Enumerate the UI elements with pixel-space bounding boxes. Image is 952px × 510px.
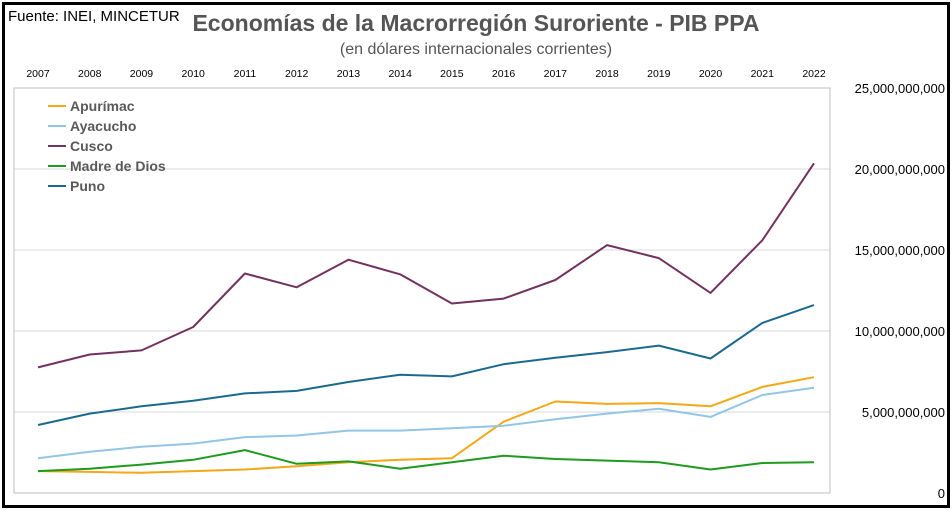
x-tick-label: 2013 <box>337 68 361 80</box>
x-tick-label: 2021 <box>751 68 775 80</box>
x-tick-label: 2016 <box>492 68 516 80</box>
legend-label: Madre de Dios <box>70 158 166 174</box>
legend-label: Apurímac <box>70 98 135 114</box>
y-tick-label: 10,000,000,000 <box>855 324 945 339</box>
y-tick-label: 15,000,000,000 <box>855 243 945 258</box>
y-tick-label: 0 <box>938 486 945 501</box>
x-tick-label: 2010 <box>182 68 206 80</box>
x-tick-label: 2007 <box>26 68 50 80</box>
x-tick-label: 2009 <box>130 68 154 80</box>
x-tick-label: 2015 <box>440 68 464 80</box>
x-tick-label: 2012 <box>285 68 309 80</box>
y-tick-label: 20,000,000,000 <box>855 162 945 177</box>
chart-subtitle: (en dólares internacionales corrientes) <box>339 41 613 58</box>
y-tick-label: 25,000,000,000 <box>855 81 945 96</box>
series-line-ayacucho <box>37 386 815 460</box>
source-note: Fuente: INEI, MINCETUR <box>8 8 180 25</box>
legend-label: Ayacucho <box>70 118 136 134</box>
series-line-apur-mac <box>37 376 815 474</box>
series-line-puno <box>37 304 815 426</box>
plot-area <box>13 87 831 494</box>
x-tick-label: 2022 <box>802 68 826 80</box>
x-tick-label: 2014 <box>388 68 412 80</box>
series-line-cusco <box>37 162 815 369</box>
x-tick-label: 2017 <box>544 68 568 80</box>
legend-label: Puno <box>70 178 105 194</box>
x-tick-label: 2011 <box>234 68 257 80</box>
x-tick-label: 2008 <box>78 68 102 80</box>
y-tick-label: 5,000,000,000 <box>862 405 945 420</box>
x-tick-label: 2019 <box>647 68 671 80</box>
series-line-madre-de-dios <box>37 449 815 473</box>
chart-title: Economías de la Macrorregión Suroriente … <box>192 10 760 36</box>
x-tick-label: 2018 <box>595 68 619 80</box>
x-tick-label: 2020 <box>699 68 723 80</box>
legend-label: Cusco <box>70 138 113 154</box>
